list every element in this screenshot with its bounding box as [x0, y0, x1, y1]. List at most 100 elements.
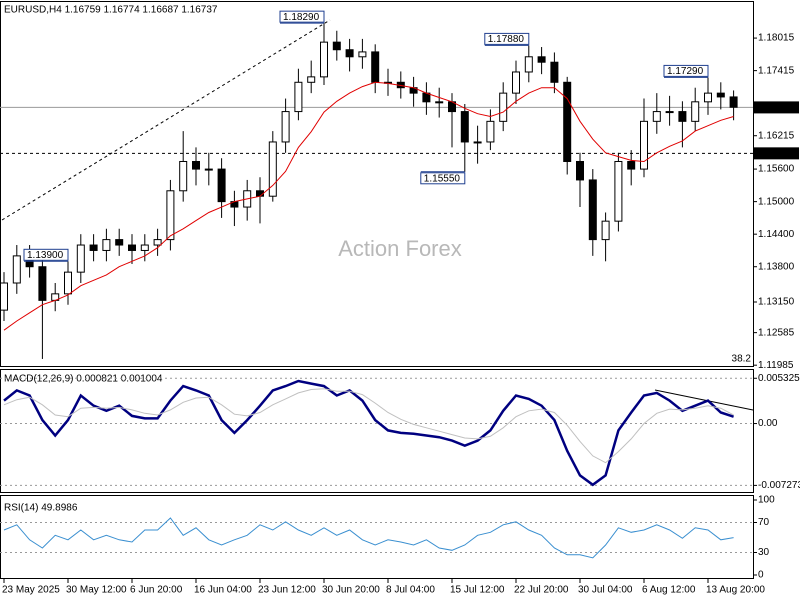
annotation-label: 1.15550: [424, 173, 461, 184]
candle-body: [192, 160, 200, 170]
x-tick-label: 30 Jul 04:00: [578, 585, 633, 596]
indicator-line: [3, 388, 734, 464]
annotation-label: 1.17880: [488, 34, 525, 45]
annotation-label: 1.18290: [283, 12, 320, 23]
y-tick-label: 1.13800: [758, 261, 795, 272]
annotation-box: [420, 172, 466, 185]
candle-body: [716, 92, 725, 98]
x-tick-label: 6 Jun 20:00: [130, 585, 183, 596]
y-tick-label: 1.11985: [758, 360, 794, 371]
y-tick-label: 70: [758, 517, 770, 528]
candle-body: [563, 81, 572, 162]
y-tick-label: 0.005325: [758, 373, 800, 384]
candle-body: [358, 51, 367, 58]
y-tick-label: 0.00: [758, 418, 778, 429]
x-tick-label: 8 Jul 04:00: [386, 585, 435, 596]
y-tick-label: 1.17415: [758, 65, 795, 76]
candle-body: [12, 255, 21, 284]
x-tick-label: 15 Jul 12:00: [450, 585, 505, 596]
candle-body: [179, 160, 188, 192]
y-tick-label: 1.13150: [758, 297, 795, 308]
candle-body: [460, 111, 469, 143]
candle-body: [627, 160, 636, 170]
x-tick-label: 23 Jun 12:00: [258, 585, 316, 596]
price-label-box: [754, 147, 799, 160]
candle-body: [217, 168, 226, 203]
candle-body: [115, 239, 124, 246]
x-tick-label: 30 May 12:00: [66, 585, 127, 596]
y-tick-label: 1.16215: [758, 130, 795, 141]
candle-body: [640, 120, 648, 170]
candle-body: [601, 220, 610, 241]
y-tick-label: 0: [758, 570, 764, 581]
candle-body: [537, 56, 546, 63]
candle-body: [166, 190, 175, 241]
annotation-box: [23, 248, 69, 261]
candle-body: [140, 244, 149, 251]
pane-title: RSI(14) 49.8986: [4, 503, 78, 514]
annotation-box: [663, 64, 709, 77]
y-tick-label: 30: [758, 547, 770, 558]
candle-body: [550, 61, 559, 83]
candle-body: [204, 168, 213, 171]
pane-title: EURUSD,H4 1.16759 1.16774 1.16687 1.1673…: [4, 5, 218, 16]
x-tick-label: 6 Aug 12:00: [642, 585, 696, 596]
rsi-pane-frame: [0, 495, 754, 579]
candle-body: [38, 266, 47, 301]
candle-body: [268, 141, 277, 197]
x-tick-label: 23 May 2025: [2, 585, 60, 596]
indicator-line: [3, 379, 734, 487]
candle-body: [307, 76, 316, 83]
annotation-label: 1.13900: [27, 250, 64, 261]
price-label-box: [754, 101, 799, 114]
macd-trend-line: [654, 389, 754, 411]
candle-body: [678, 111, 687, 122]
candle-body: [128, 244, 136, 251]
y-tick-label: 1.15600: [758, 164, 795, 175]
annotation-box: [279, 10, 325, 23]
candle-body: [524, 56, 533, 73]
candle-body: [320, 41, 328, 78]
y-tick-label: 1.12585: [758, 327, 795, 338]
x-tick-label: 16 Jun 04:00: [194, 585, 252, 596]
y-tick-label: -0.007273: [758, 480, 800, 491]
indicator-line: [3, 517, 734, 559]
candle-body: [345, 49, 354, 58]
candle-body: [665, 111, 674, 114]
candle-body: [473, 141, 482, 144]
candle-body: [614, 160, 623, 222]
candle-body: [704, 92, 712, 103]
main-pane-frame: [0, 1, 754, 367]
y-tick-label: 100: [758, 495, 775, 506]
candle-body: [64, 271, 72, 295]
candle-body: [512, 71, 520, 94]
candle-body: [89, 244, 98, 251]
x-tick-label: 30 Jun 20:00: [322, 585, 380, 596]
x-tick-label: 13 Aug 20:00: [706, 585, 765, 596]
candle-body: [588, 179, 597, 241]
annotation-box: [484, 32, 530, 45]
candle-body: [576, 160, 584, 181]
candle-body: [0, 282, 8, 311]
macd-pane-frame: [0, 369, 754, 493]
y-tick-label: 1.18015: [758, 33, 795, 44]
annotation-label: 1.17290: [667, 66, 704, 77]
pane-title: MACD(12,26,9) 0.000821 0.001004: [4, 374, 163, 385]
price-label: 1.15890: [757, 148, 794, 159]
x-tick-label: 22 Jul 20:00: [514, 585, 569, 596]
candle-body: [729, 96, 738, 108]
fib-label: 38.2: [732, 354, 752, 365]
candle-body: [332, 41, 341, 51]
candle-body: [691, 101, 700, 122]
candle-body: [153, 239, 162, 246]
y-tick-label: 1.14400: [758, 229, 795, 240]
candle-body: [281, 111, 290, 143]
moving-average: [3, 81, 734, 331]
candle-body: [652, 111, 661, 122]
price-label: 1.16737: [757, 102, 794, 113]
candle-body: [499, 92, 508, 122]
y-tick-label: 1.15000: [758, 196, 795, 207]
